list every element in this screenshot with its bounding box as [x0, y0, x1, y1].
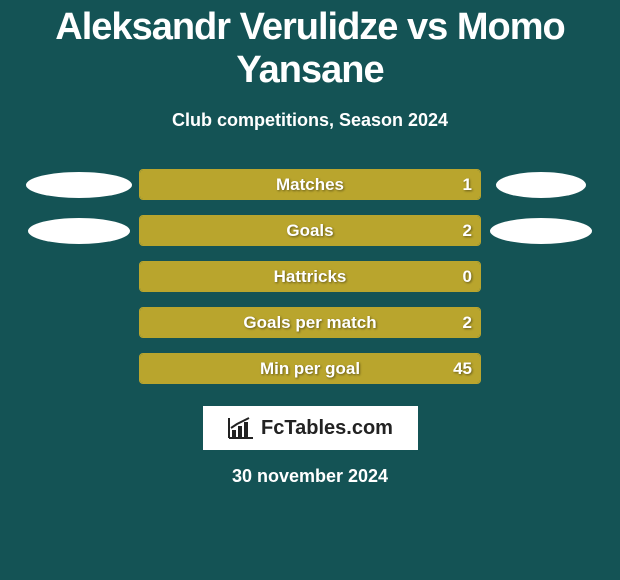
stat-row: Goals per match2	[10, 307, 610, 338]
stat-bar: Matches1	[139, 169, 481, 200]
player-oval-icon	[490, 218, 592, 244]
left-player-marker	[19, 218, 139, 244]
stat-value-right: 2	[455, 216, 480, 245]
comparison-chart: Matches1Goals2Hattricks0Goals per match2…	[10, 169, 610, 384]
right-player-marker	[481, 218, 601, 244]
stat-row: Hattricks0	[10, 261, 610, 292]
stat-row: Goals2	[10, 215, 610, 246]
stat-row: Matches1	[10, 169, 610, 200]
stat-value-right: 1	[455, 170, 480, 199]
stat-row: Min per goal45	[10, 353, 610, 384]
player-oval-icon	[496, 172, 586, 198]
stat-label: Min per goal	[140, 354, 480, 383]
right-player-marker	[481, 172, 601, 198]
stat-bar: Goals per match2	[139, 307, 481, 338]
player-oval-icon	[28, 218, 130, 244]
brand-text: FcTables.com	[261, 417, 393, 440]
page-subtitle: Club competitions, Season 2024	[0, 110, 620, 131]
bar-chart-icon	[227, 416, 255, 440]
page-title: Aleksandr Verulidze vs Momo Yansane	[0, 0, 620, 92]
stat-value-right: 0	[455, 262, 480, 291]
stat-bar: Goals2	[139, 215, 481, 246]
footer-date: 30 november 2024	[0, 466, 620, 487]
player-oval-icon	[26, 172, 132, 198]
stat-label: Goals per match	[140, 308, 480, 337]
stat-label: Hattricks	[140, 262, 480, 291]
left-player-marker	[19, 172, 139, 198]
stat-bar: Hattricks0	[139, 261, 481, 292]
stat-value-right: 2	[455, 308, 480, 337]
stat-label: Matches	[140, 170, 480, 199]
brand-logo: FcTables.com	[203, 406, 418, 450]
stat-bar: Min per goal45	[139, 353, 481, 384]
stat-label: Goals	[140, 216, 480, 245]
stat-value-right: 45	[445, 354, 480, 383]
